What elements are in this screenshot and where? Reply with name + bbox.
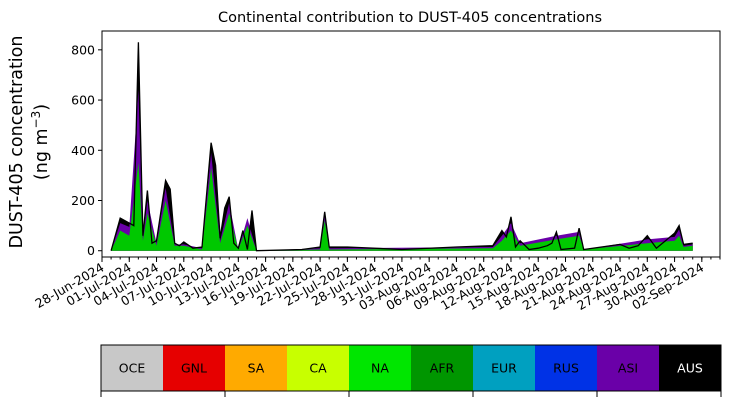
legend-swatch — [473, 345, 535, 391]
y-tick-label: 0 — [87, 243, 95, 258]
legend-swatch — [535, 345, 597, 391]
africa-area — [111, 162, 693, 251]
legend-item-oce: OCE — [101, 345, 163, 391]
x-axis: 28-Jun-202401-Jul-202404-Jul-202407-Jul-… — [32, 257, 721, 313]
legend-item-eur: EUR — [473, 345, 535, 391]
legend-swatch — [597, 345, 659, 391]
legend-swatch — [101, 345, 163, 391]
legend-item-ca: CA — [287, 345, 349, 391]
plot-area — [110, 42, 693, 252]
plot-frame — [101, 30, 721, 258]
y-axis-label: DUST-405 concentration (ng m−3) — [7, 36, 52, 249]
legend-item-gnl: GNL — [163, 345, 225, 391]
legend-label: EUR — [491, 361, 517, 376]
y-tick-label: 600 — [71, 93, 95, 108]
legend-label: CA — [309, 361, 327, 376]
continent-legend: OCE GNL SA CA NA AFR EUR RUS ASI AUS — [100, 344, 722, 397]
legend-swatch — [287, 345, 349, 391]
y-tick-label: 400 — [71, 143, 95, 158]
legend-frame — [100, 344, 722, 392]
legend-swatch — [163, 345, 225, 391]
legend-item-na: NA — [349, 345, 411, 391]
legend-swatch — [659, 345, 721, 391]
legend-item-sa: SA — [225, 345, 287, 391]
chart-title: Continental contribution to DUST-405 con… — [218, 10, 602, 26]
y-tick-label: 200 — [71, 193, 95, 208]
y-tick-label: 800 — [71, 42, 95, 57]
legend-label: SA — [248, 361, 265, 376]
legend-label: OCE — [119, 361, 146, 376]
legend-item-asi: ASI — [597, 345, 659, 391]
legend-label: GNL — [181, 361, 207, 376]
y-axis-label-line1: DUST-405 concentration — [7, 36, 27, 249]
legend-swatch — [411, 345, 473, 391]
legend-label: AUS — [677, 361, 703, 376]
legend-swatch — [349, 345, 411, 391]
asia-area — [111, 90, 693, 251]
total-line — [110, 42, 693, 252]
legend-swatch — [225, 345, 287, 391]
y-axis-label-line2: (ng m−3) — [29, 104, 52, 180]
legend-item-rus: RUS — [535, 345, 597, 391]
legend-item-afr: AFR — [411, 345, 473, 391]
legend-item-aus: AUS — [659, 345, 721, 391]
legend-label: RUS — [553, 361, 579, 376]
legend-label: ASI — [618, 361, 638, 376]
total-area — [111, 42, 693, 251]
legend-label: AFR — [430, 361, 455, 376]
y-axis: 0 200 400 600 800 — [71, 42, 102, 258]
legend-label: NA — [371, 361, 389, 376]
